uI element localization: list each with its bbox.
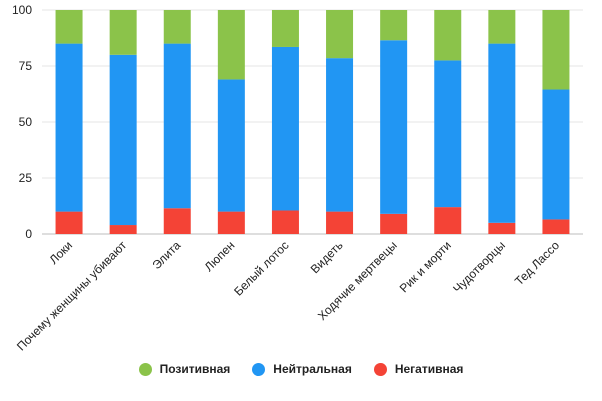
y-tick-label: 100 [12,3,32,17]
bar-segment[interactable] [271,10,299,47]
y-tick-label: 0 [25,227,32,241]
x-tick-label: Тед Лассо [512,238,562,288]
bar-segment[interactable] [55,211,83,234]
legend-item-neutral[interactable]: Нейтральная [252,362,352,376]
bar-segment[interactable] [488,222,516,234]
bar-segment[interactable] [109,54,137,226]
bar-segment[interactable] [217,79,245,212]
y-tick-label: 50 [19,115,33,129]
bar-segment[interactable] [271,210,299,234]
bar-segment[interactable] [434,10,462,61]
y-tick-label: 75 [19,59,33,73]
x-tick-label: Белый лотос [231,238,291,298]
x-tick-label: Почему женщины убивают [14,238,130,354]
legend-marker-positive [138,362,152,376]
legend-item-negative[interactable]: Негативная [373,362,464,376]
legend-label-neutral: Нейтральная [273,362,352,376]
bar-segment[interactable] [271,46,299,211]
bar-segment[interactable] [434,60,462,208]
bar-segment[interactable] [326,10,354,59]
x-tick-label: Элита [149,238,183,272]
bar-segment[interactable] [380,40,408,214]
bar-segment[interactable] [163,43,191,209]
bar-segment[interactable] [380,213,408,234]
bar-segment[interactable] [55,10,83,44]
bar-segment[interactable] [326,58,354,212]
legend-label-positive: Позитивная [159,362,231,376]
bar-segment[interactable] [55,43,83,212]
bar-segment[interactable] [542,10,570,90]
x-tick-label: Рик и морти [397,238,454,295]
bar-segment[interactable] [217,211,245,234]
x-tick-label: Видеть [308,238,346,276]
bar-segment[interactable] [542,89,570,220]
legend: Позитивная Нейтральная Негативная [0,362,602,376]
legend-item-positive[interactable]: Позитивная [138,362,231,376]
bar-segment[interactable] [542,219,570,234]
y-tick-label: 25 [19,171,33,185]
legend-label-negative: Негативная [394,362,464,376]
bar-segment[interactable] [163,208,191,234]
bar-segment[interactable] [326,211,354,234]
x-tick-label: Люпен [202,238,238,274]
x-tick-label: Чудотворцы [450,238,508,296]
bar-segment[interactable] [434,207,462,234]
legend-marker-negative [373,362,387,376]
bar-segment[interactable] [380,10,408,41]
legend-marker-neutral [252,362,266,376]
bar-segment[interactable] [488,43,516,223]
bar-segment[interactable] [488,10,516,44]
bar-segment[interactable] [109,10,137,55]
x-tick-label: Локи [47,238,76,267]
bar-segment[interactable] [217,10,245,80]
bar-segment[interactable] [163,10,191,44]
bar-segment[interactable] [109,225,137,234]
